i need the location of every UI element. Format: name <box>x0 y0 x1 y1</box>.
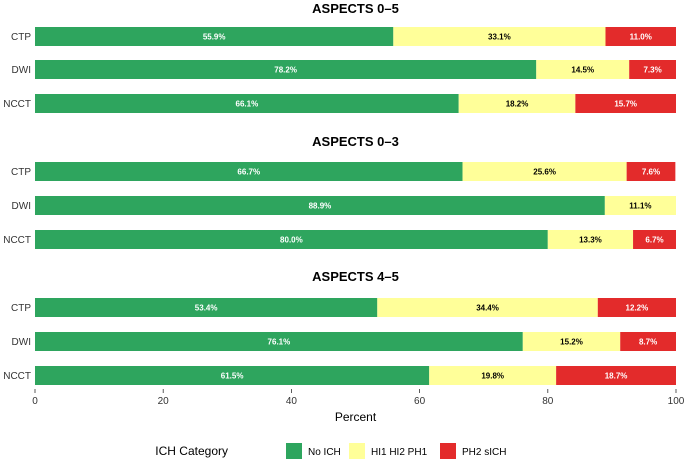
bar-segment <box>393 27 606 46</box>
bar-segment <box>462 162 627 181</box>
category-label: DWI <box>12 201 31 212</box>
x-axis-title: Percent <box>335 410 377 424</box>
bar-data-label: 18.7% <box>605 372 628 381</box>
bar-data-label: 76.1% <box>268 338 291 347</box>
category-label: NCCT <box>3 235 31 246</box>
bar-segment <box>604 196 676 215</box>
legend-swatch <box>286 443 302 459</box>
bar-data-label: 13.3% <box>579 236 602 245</box>
legend-label: PH2 sICH <box>462 447 506 458</box>
bar-data-label: 61.5% <box>221 372 244 381</box>
bar-data-label: 55.9% <box>203 33 226 42</box>
bar-segment <box>633 230 676 249</box>
bar-segment <box>429 366 557 385</box>
bar-segment <box>458 94 576 113</box>
bar-data-label: 11.1% <box>629 202 651 211</box>
bar-data-label: 33.1% <box>488 33 511 42</box>
category-label: CTP <box>11 303 31 314</box>
bar-segment <box>35 298 378 317</box>
bar-segment <box>547 230 634 249</box>
bar-segment <box>35 60 537 79</box>
bar-segment <box>35 27 394 46</box>
bar-segment <box>536 60 630 79</box>
category-label: NCCT <box>3 371 31 382</box>
bar-data-label: 6.7% <box>645 236 663 245</box>
bar-data-label: 18.2% <box>506 100 529 109</box>
bar-data-label: 78.2% <box>274 66 297 75</box>
bar-data-label: 19.8% <box>481 372 504 381</box>
bar-data-label: 34.4% <box>476 304 499 313</box>
bar-data-label: 8.7% <box>639 338 657 347</box>
bar-segment <box>575 94 676 113</box>
bar-data-label: 14.5% <box>571 66 594 75</box>
bar-data-label: 15.7% <box>614 100 637 109</box>
bar-segment <box>605 27 676 46</box>
category-label: DWI <box>12 337 31 348</box>
x-tick-label: 60 <box>414 396 426 407</box>
legend-label: No ICH <box>308 447 341 458</box>
category-label: NCCT <box>3 99 31 110</box>
category-label: CTP <box>11 167 31 178</box>
x-tick-label: 20 <box>158 396 170 407</box>
bar-segment <box>35 162 463 181</box>
bar-segment <box>620 332 676 351</box>
x-tick-label: 40 <box>286 396 298 407</box>
bar-data-label: 66.7% <box>237 168 260 177</box>
bar-segment <box>597 298 676 317</box>
bar-data-label: 80.0% <box>280 236 303 245</box>
panel-title: ASPECTS 0–3 <box>312 134 399 149</box>
legend-swatch <box>349 443 365 459</box>
bar-data-label: 25.6% <box>533 168 556 177</box>
bar-segment <box>377 298 598 317</box>
bar-data-label: 66.1% <box>236 100 259 109</box>
x-tick-label: 80 <box>542 396 554 407</box>
bar-data-label: 12.2% <box>626 304 649 313</box>
bar-data-label: 11.0% <box>630 33 652 42</box>
legend-swatch <box>440 443 456 459</box>
x-tick-label: 100 <box>668 396 685 407</box>
bar-segment <box>35 230 548 249</box>
bar-segment <box>626 162 676 181</box>
bar-data-label: 7.3% <box>643 66 661 75</box>
panel-title: ASPECTS 0–5 <box>312 1 399 16</box>
category-label: DWI <box>12 65 31 76</box>
bar-data-label: 88.9% <box>309 202 332 211</box>
x-tick-label: 0 <box>32 396 38 407</box>
bar-data-label: 53.4% <box>195 304 218 313</box>
bar-segment <box>35 332 523 351</box>
category-label: CTP <box>11 32 31 43</box>
bar-segment <box>35 196 605 215</box>
bar-segment <box>556 366 676 385</box>
legend-title: ICH Category <box>155 444 228 458</box>
bar-segment <box>629 60 676 79</box>
bar-data-label: 15.2% <box>560 338 583 347</box>
bar-data-label: 7.6% <box>642 168 660 177</box>
bar-segment <box>522 332 621 351</box>
bar-segment <box>35 94 459 113</box>
legend-label: HI1 HI2 PH1 <box>371 447 428 458</box>
panel-title: ASPECTS 4–5 <box>312 269 399 284</box>
bar-segment <box>35 366 430 385</box>
